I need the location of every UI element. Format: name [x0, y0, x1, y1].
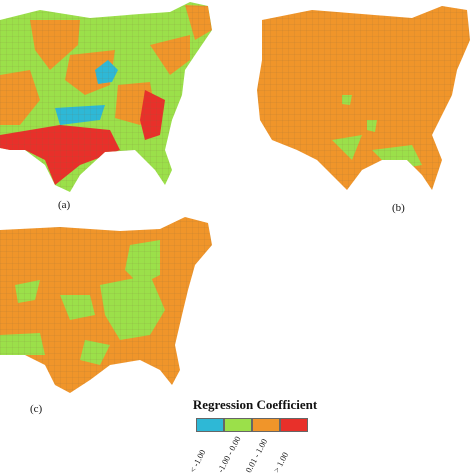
legend-title: Regression Coefficient	[192, 397, 318, 412]
legend-label-2: -1.00 - 0.00	[215, 434, 243, 474]
legend-swatch-2	[224, 418, 252, 432]
us-county-map-a	[0, 2, 212, 192]
legend-label-3: 0.01 - 1.00	[243, 437, 270, 474]
legend-swatch-4	[280, 418, 308, 432]
legend-swatch-1	[196, 418, 224, 432]
panel-label-a: (a)	[58, 199, 71, 211]
legend-swatch-3	[252, 418, 280, 432]
legend-swatches	[196, 418, 308, 432]
panel-label-b: (b)	[392, 202, 405, 214]
legend-label-1: < -1.00	[187, 447, 208, 474]
panel-label-c: (c)	[30, 403, 43, 415]
legend-label-4: > 1.00	[271, 450, 291, 474]
map-panel-c	[0, 215, 215, 395]
map-panel-b	[252, 0, 474, 200]
map-panel-a	[0, 0, 215, 200]
us-county-map-b	[257, 6, 470, 190]
us-county-map-c	[0, 217, 212, 393]
